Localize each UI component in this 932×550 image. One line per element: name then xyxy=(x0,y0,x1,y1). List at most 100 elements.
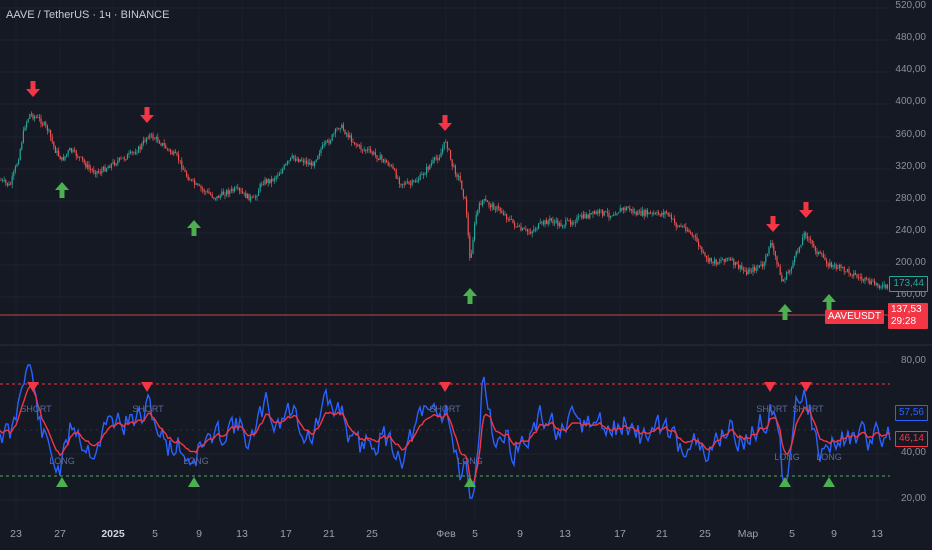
candle-body xyxy=(834,264,836,266)
candle-body xyxy=(443,141,445,149)
candle-body xyxy=(528,231,530,233)
signal-text: SHORT xyxy=(429,404,461,414)
candle-body xyxy=(123,157,125,160)
candle-body xyxy=(717,262,719,265)
candle-body xyxy=(110,163,112,168)
price-axis-label: 240,00 xyxy=(895,225,926,236)
candle-body xyxy=(878,285,880,288)
candle-body xyxy=(18,159,20,165)
sell-arrow-icon xyxy=(140,115,154,123)
candle-body xyxy=(232,188,234,192)
candle-body xyxy=(565,220,567,226)
candle-body xyxy=(494,209,496,211)
candle-body xyxy=(43,122,45,125)
time-axis-label: 5 xyxy=(472,528,478,540)
candle-body xyxy=(253,196,255,198)
candle-body xyxy=(768,247,770,254)
candle-body xyxy=(203,189,205,192)
candle-body xyxy=(851,274,853,276)
candle-body xyxy=(786,272,788,280)
chart-header[interactable]: AAVE / TetherUS · 1ч · BINANCE xyxy=(6,9,169,21)
candle-body xyxy=(434,157,436,160)
candle-body xyxy=(490,205,492,208)
candle-body xyxy=(629,208,631,211)
candle-body xyxy=(602,209,604,216)
candle-body xyxy=(3,179,5,181)
candle-body xyxy=(734,261,736,266)
candle-body xyxy=(235,187,237,189)
sell-arrow-icon xyxy=(30,81,36,89)
candle-body xyxy=(610,215,612,218)
candle-body xyxy=(544,220,546,225)
last-price-badge: 173,44 xyxy=(889,276,928,292)
candle-body xyxy=(122,157,124,159)
candle-body xyxy=(570,220,572,225)
time-axis-label: 21 xyxy=(323,528,335,540)
candle-body xyxy=(562,226,564,227)
candle-body xyxy=(467,215,469,236)
candle-body xyxy=(832,264,834,267)
candle-body xyxy=(598,209,600,214)
candle-body xyxy=(821,253,823,255)
candle-body xyxy=(661,212,663,216)
candle-body xyxy=(307,162,309,164)
time-axis-label: 13 xyxy=(236,528,248,540)
short-signal-icon xyxy=(800,382,812,392)
time-axis-label: 21 xyxy=(656,528,668,540)
candle-body xyxy=(187,176,189,181)
candle-body xyxy=(643,210,645,216)
candle-body xyxy=(368,149,370,150)
signal-arrows: SHORT SHORT SHORT SHORT SHORT LONG LONG LONG LON… xyxy=(20,81,842,487)
candle-body xyxy=(712,261,714,264)
candle-body xyxy=(506,214,508,220)
candle-body xyxy=(170,149,172,153)
candle-body xyxy=(787,272,789,273)
buy-arrow-icon xyxy=(778,304,792,312)
candle-body xyxy=(568,219,570,221)
indicator-axis-label: 40,00 xyxy=(900,447,926,458)
indicator-pane[interactable] xyxy=(0,364,891,499)
candle-body xyxy=(402,183,404,185)
time-axis-label: 5 xyxy=(789,528,795,540)
candle-body xyxy=(797,251,799,253)
candle-body xyxy=(877,283,879,286)
candle-body xyxy=(646,210,648,215)
candle-body xyxy=(325,141,327,144)
candle-body xyxy=(571,222,573,225)
candle-body xyxy=(371,151,373,155)
candle-body xyxy=(606,211,608,213)
candle-body xyxy=(374,152,376,156)
candle-body xyxy=(627,207,629,209)
candle-body xyxy=(179,160,181,161)
candle-body xyxy=(603,211,605,216)
candle-body xyxy=(155,136,157,139)
candle-body xyxy=(440,152,442,158)
candle-body xyxy=(432,159,434,164)
candle-body xyxy=(413,180,415,182)
interval-label[interactable]: 1ч xyxy=(99,9,111,21)
candle-body xyxy=(723,259,725,262)
candle-body xyxy=(688,230,690,233)
candle-body xyxy=(595,211,597,214)
candle-body xyxy=(75,150,77,157)
candle-body xyxy=(771,242,773,246)
price-pane[interactable] xyxy=(0,111,888,291)
candle-body xyxy=(813,243,815,247)
candle-body xyxy=(136,152,138,154)
candle-body xyxy=(640,210,642,216)
candle-body xyxy=(384,160,386,162)
candle-body xyxy=(264,179,266,185)
symbol-name[interactable]: AAVE / TetherUS xyxy=(6,9,90,21)
candle-body xyxy=(306,160,308,164)
candle-body xyxy=(725,258,727,262)
candle-body xyxy=(315,159,317,162)
candle-body xyxy=(870,281,872,285)
candle-body xyxy=(654,213,656,215)
candle-body xyxy=(278,173,280,176)
candle-body xyxy=(483,199,485,201)
candle-body xyxy=(195,183,197,185)
candle-body xyxy=(296,159,298,161)
candle-body xyxy=(699,246,701,248)
candle-body xyxy=(227,190,229,194)
